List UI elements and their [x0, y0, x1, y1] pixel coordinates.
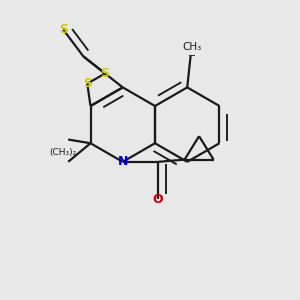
Text: S: S [83, 77, 92, 90]
Text: N: N [118, 155, 128, 168]
Text: S: S [100, 67, 109, 80]
Text: CH₃: CH₃ [183, 42, 202, 52]
Text: (CH₃)₂: (CH₃)₂ [49, 148, 76, 157]
Text: ─: ─ [188, 51, 194, 61]
Text: S: S [59, 23, 68, 36]
Text: O: O [153, 193, 164, 206]
